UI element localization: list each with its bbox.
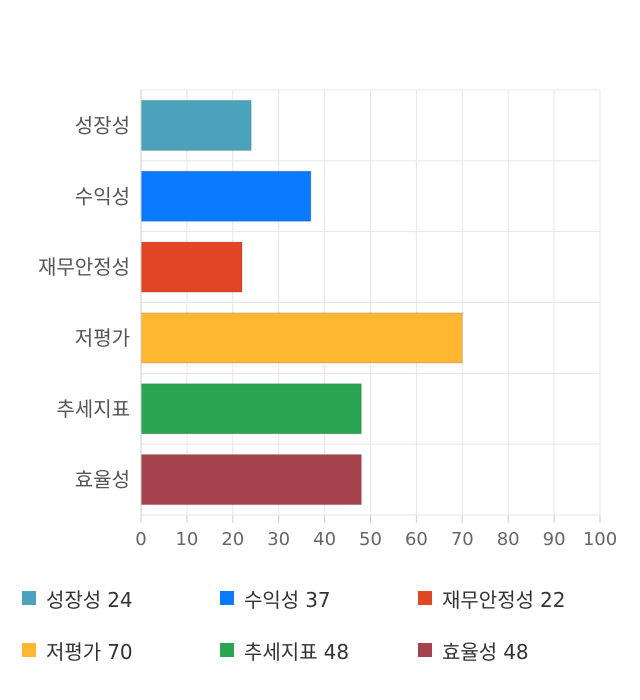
x-tick-label: 100 [583, 529, 617, 550]
bar-1[interactable] [140, 99, 252, 151]
x-tick-label: 40 [313, 529, 336, 550]
bar-6[interactable] [140, 454, 362, 506]
bar-2[interactable] [140, 170, 312, 222]
category-label: 효율성 [75, 468, 130, 492]
x-tick-label: 20 [221, 529, 244, 550]
bar-5[interactable] [140, 383, 362, 435]
x-tick-label: 70 [451, 529, 474, 550]
x-tick-label: 60 [405, 529, 428, 550]
x-tick-label: 0 [135, 529, 146, 550]
category-label: 수익성 [75, 184, 130, 208]
x-tick-label: 50 [359, 529, 382, 550]
category-label: 재무안정성 [38, 255, 130, 279]
grid-lines [140, 89, 601, 523]
x-tick-label: 90 [543, 529, 566, 550]
category-label: 저평가 [75, 326, 130, 350]
bar-3[interactable] [140, 241, 243, 293]
bars [140, 99, 463, 506]
category-label: 추세지표 [56, 397, 130, 421]
x-tick-label: 10 [175, 529, 198, 550]
x-axis-tick-labels: 0 10 20 30 40 50 60 70 80 90 100 [135, 529, 617, 550]
bar-4[interactable] [140, 312, 463, 364]
x-tick-label: 30 [267, 529, 290, 550]
x-tick-label: 80 [497, 529, 520, 550]
category-label: 성장성 [75, 113, 130, 137]
